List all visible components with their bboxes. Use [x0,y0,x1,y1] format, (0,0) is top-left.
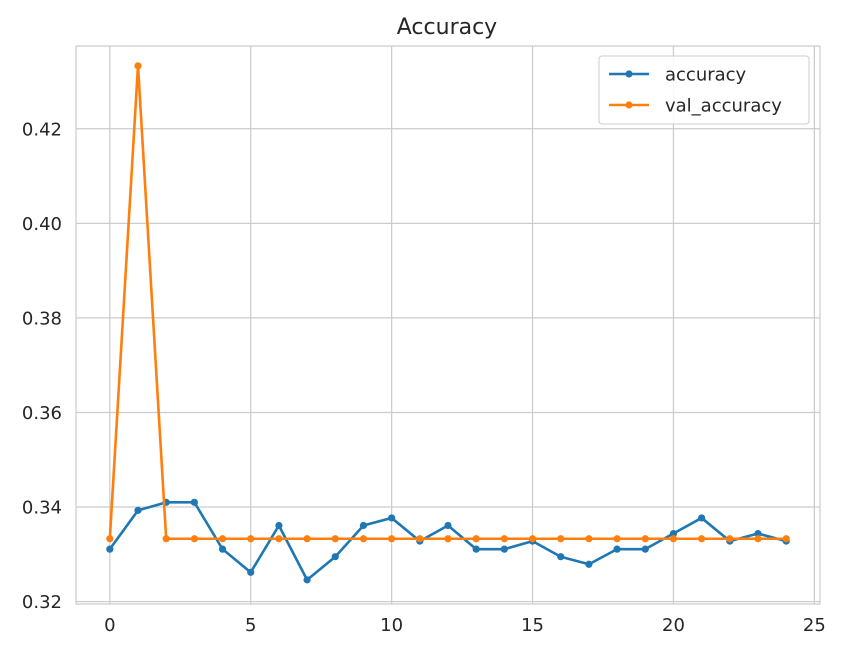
legend-label: val_accuracy [665,96,782,117]
y-tick-label: 0.36 [22,403,62,424]
data-point [613,535,621,543]
legend: accuracy val_accuracy [598,55,810,125]
data-point [247,535,255,543]
data-point [500,535,508,543]
data-point [275,521,283,530]
data-point [472,535,480,543]
data-point [162,535,170,543]
data-point [303,535,311,543]
data-point [275,535,283,543]
legend-label: accuracy [665,65,747,86]
series-val-accuracy [106,62,790,543]
x-tick-label: 25 [803,615,826,636]
data-point [613,545,621,553]
data-point [585,535,593,543]
x-tick-label: 20 [662,615,685,636]
legend-marker [625,101,633,109]
plot-frame [75,45,821,605]
y-tick-label: 0.34 [22,498,62,519]
series-line [108,64,787,541]
y-tick-label: 0.40 [22,214,62,235]
data-point [557,553,565,561]
data-point [444,535,452,543]
data-point [331,553,339,561]
data-point [500,545,508,553]
data-point [557,535,565,543]
series-layer [106,62,790,584]
data-point [669,535,678,543]
data-point [641,535,649,543]
y-tick-label: 0.42 [22,119,62,140]
data-point [726,535,734,543]
legend-marker [625,70,633,78]
x-tick-label: 0 [104,615,115,636]
x-tick-label: 5 [245,615,256,636]
data-point [106,545,114,553]
data-point [669,529,678,538]
data-point [359,535,368,543]
grid-layer [76,46,820,604]
data-point [698,514,706,522]
data-point [698,535,706,543]
data-point [331,535,339,543]
data-point [782,535,790,543]
data-point [106,535,114,543]
legend-item: accuracy [609,65,747,86]
data-point [416,535,424,543]
legend-item: val_accuracy [609,96,782,117]
x-axis: 0 5 10 15 20 25 [104,615,826,636]
data-point [359,521,368,530]
data-point [585,560,593,568]
data-point [444,521,452,530]
chart-title: Accuracy [397,15,497,40]
y-tick-label: 0.38 [22,308,62,329]
data-point [134,62,142,70]
legend-box [598,55,810,125]
data-point [388,535,396,543]
data-point [641,545,649,553]
data-point [218,545,227,553]
y-axis: 0.32 0.34 0.36 0.38 0.40 0.42 [22,119,62,613]
data-point [134,506,142,514]
data-point [528,535,537,543]
data-point [218,535,227,543]
x-tick-label: 10 [380,615,403,636]
x-tick-label: 15 [521,615,544,636]
y-tick-label: 0.32 [22,592,62,613]
data-point [754,535,762,543]
data-point [388,514,396,522]
data-point [303,576,311,584]
data-point [190,498,198,506]
data-point [754,529,762,538]
data-point [472,545,480,553]
data-point [247,568,255,576]
data-point [190,535,198,543]
